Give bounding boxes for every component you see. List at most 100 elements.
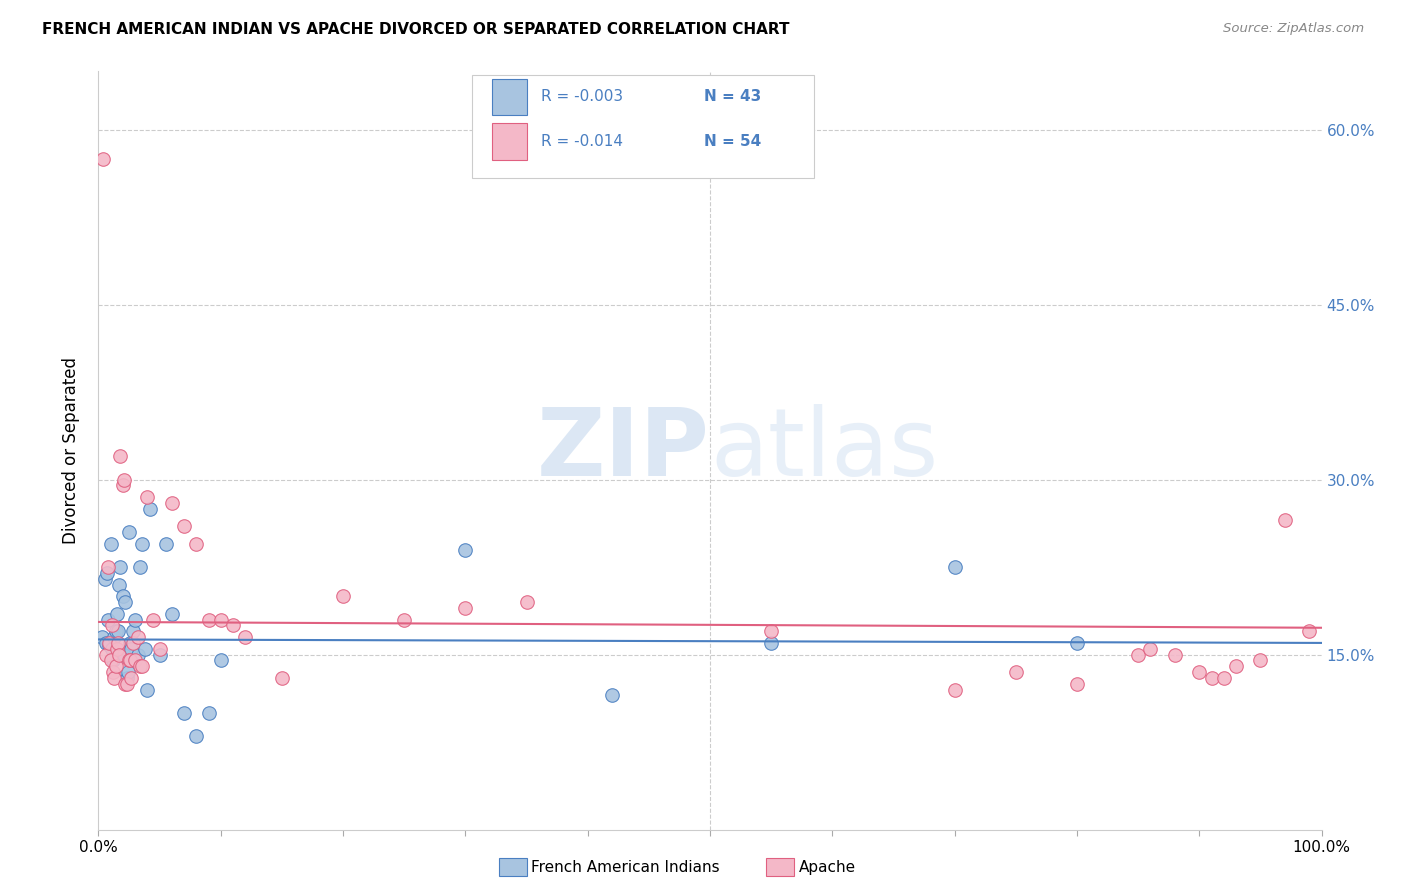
Point [124, 653, 146, 667]
Point [98, 636, 121, 650]
Point [96, 566, 118, 580]
FancyBboxPatch shape [492, 78, 527, 115]
Point [454, 601, 477, 615]
Text: FRENCH AMERICAN INDIAN VS APACHE DIVORCED OR SEPARATED CORRELATION CHART: FRENCH AMERICAN INDIAN VS APACHE DIVORCE… [42, 22, 790, 37]
Point [111, 478, 134, 492]
Point [108, 648, 131, 662]
Text: R = -0.014: R = -0.014 [541, 134, 623, 149]
FancyBboxPatch shape [471, 75, 814, 178]
Point [111, 589, 134, 603]
Point [104, 624, 127, 639]
Point [131, 659, 153, 673]
Point [101, 618, 124, 632]
Point [101, 665, 124, 679]
Text: atlas: atlas [710, 404, 938, 497]
Point [129, 659, 152, 673]
FancyBboxPatch shape [492, 123, 527, 160]
Text: N = 54: N = 54 [704, 134, 761, 149]
Point [97, 613, 120, 627]
Point [943, 560, 966, 574]
Point [91, 630, 114, 644]
Text: N = 43: N = 43 [704, 89, 761, 104]
Point [118, 525, 141, 540]
Point [139, 501, 162, 516]
Text: French American Indians: French American Indians [531, 860, 720, 874]
Point [149, 641, 172, 656]
Point [1298, 624, 1320, 639]
Point [516, 595, 538, 609]
Y-axis label: Divorced or Separated: Divorced or Separated [62, 357, 80, 544]
Point [160, 496, 183, 510]
Point [1188, 665, 1211, 679]
Point [233, 630, 256, 644]
Text: ZIP: ZIP [537, 404, 710, 497]
Point [136, 682, 159, 697]
Point [173, 706, 195, 720]
Point [1225, 659, 1247, 673]
Point [600, 689, 623, 703]
Point [761, 636, 783, 650]
Point [94, 648, 117, 662]
Point [129, 560, 152, 574]
Point [1004, 665, 1026, 679]
Point [197, 613, 219, 627]
Point [1164, 648, 1187, 662]
Point [120, 653, 142, 667]
Point [115, 677, 138, 691]
Point [120, 636, 142, 650]
Point [127, 648, 149, 662]
Point [1139, 641, 1161, 656]
Text: Source: ZipAtlas.com: Source: ZipAtlas.com [1223, 22, 1364, 36]
Point [120, 671, 142, 685]
Point [114, 677, 136, 691]
Point [270, 671, 294, 685]
Point [131, 537, 153, 551]
Point [101, 653, 124, 667]
Point [101, 641, 124, 656]
Point [91, 152, 114, 166]
Point [110, 450, 132, 464]
Point [107, 636, 129, 650]
Point [105, 607, 128, 621]
Point [209, 613, 232, 627]
Point [1066, 636, 1088, 650]
Point [107, 624, 129, 639]
Point [93, 572, 115, 586]
Point [98, 638, 121, 652]
Point [112, 473, 135, 487]
Point [943, 682, 966, 697]
Point [761, 624, 783, 639]
Point [110, 560, 132, 574]
Point [332, 589, 354, 603]
Point [186, 537, 208, 551]
Point [160, 607, 183, 621]
Point [118, 653, 141, 667]
Point [124, 613, 146, 627]
Point [1128, 648, 1150, 662]
Point [454, 542, 477, 557]
Point [1212, 671, 1234, 685]
Point [134, 641, 156, 656]
Point [222, 618, 245, 632]
Point [1066, 677, 1088, 691]
Point [1250, 653, 1272, 667]
Point [108, 577, 131, 591]
Point [97, 560, 120, 574]
Point [104, 659, 127, 673]
Point [117, 665, 139, 679]
Point [142, 613, 165, 627]
Point [127, 630, 149, 644]
Point [121, 636, 143, 650]
Point [392, 613, 416, 627]
Point [115, 671, 138, 685]
Point [120, 641, 142, 656]
Point [197, 706, 219, 720]
Point [112, 648, 135, 662]
Point [1274, 513, 1296, 527]
Point [173, 519, 195, 533]
Point [100, 537, 122, 551]
Point [105, 641, 128, 656]
Point [209, 653, 232, 667]
Point [103, 671, 125, 685]
Point [103, 630, 125, 644]
